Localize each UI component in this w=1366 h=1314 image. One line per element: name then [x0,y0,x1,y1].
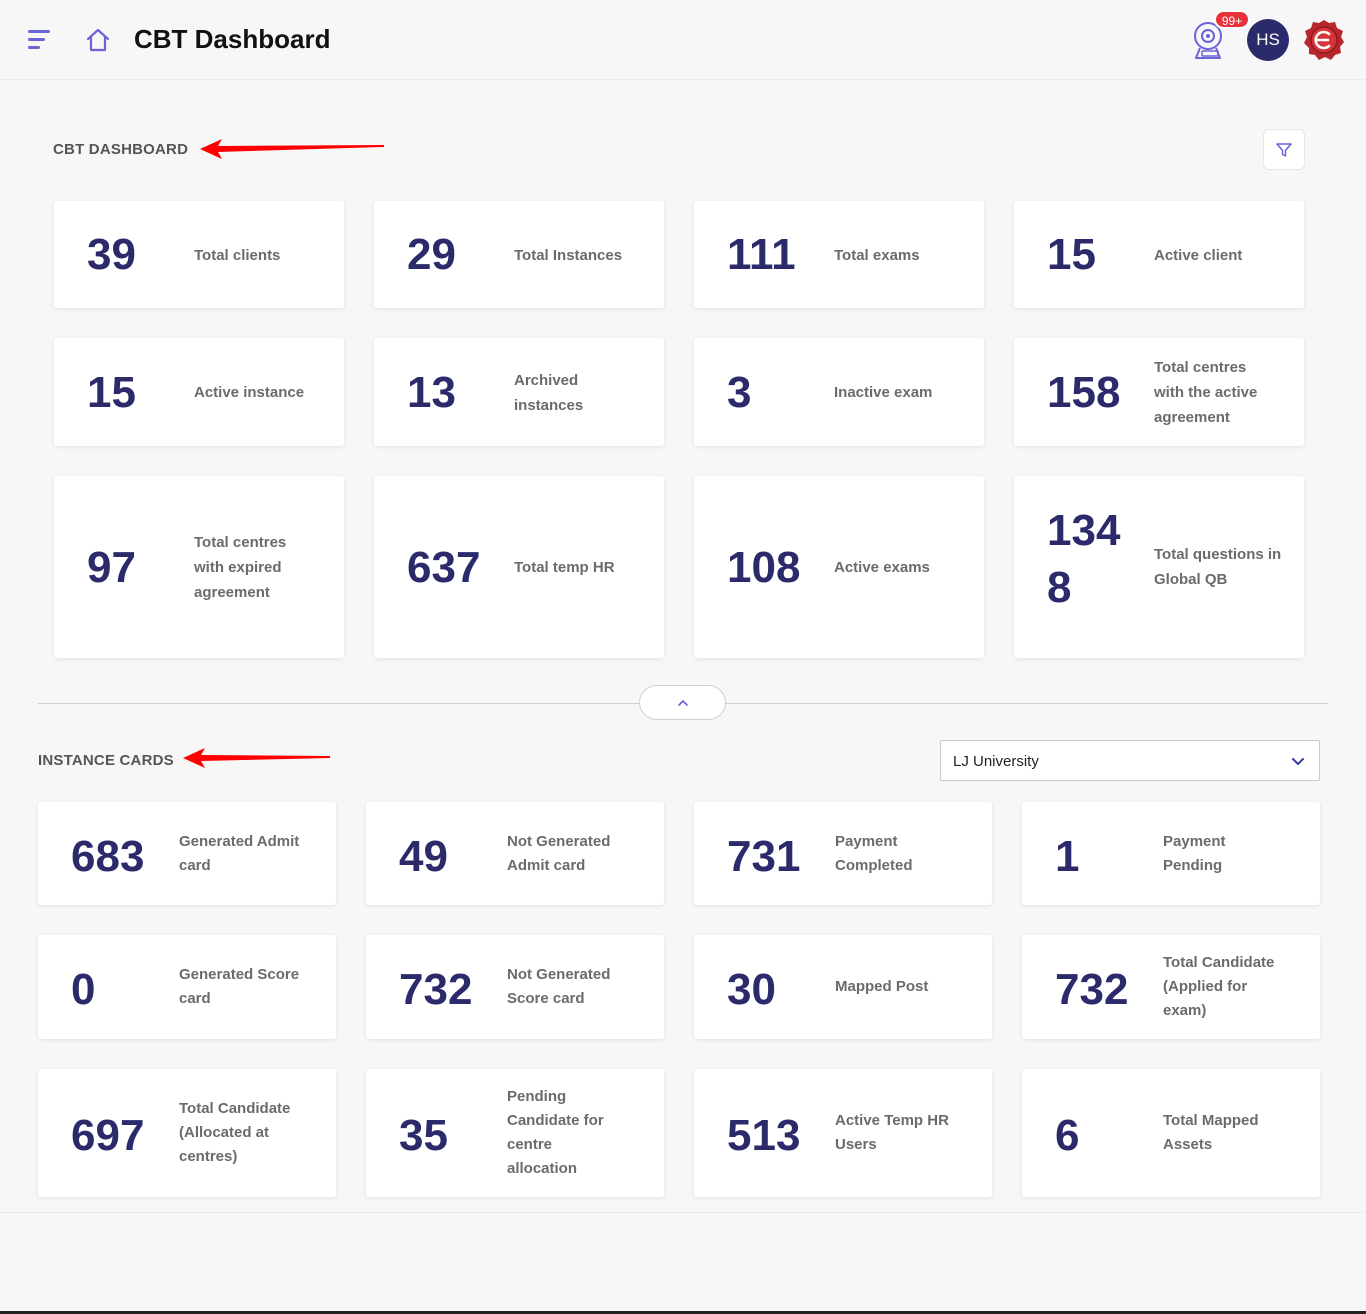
stat-label: Total centres with the active agreement [1154,359,1258,426]
stat-value: 637 [407,543,481,592]
stat-card-total-clients[interactable]: 39 Total clients [54,201,344,308]
instance-card-generated-admit-card[interactable]: 683 Generated Admit card [38,802,336,905]
stat-label: Payment Pending [1163,833,1226,874]
stat-value: 513 [727,1111,801,1160]
window-bottom-edge [0,1311,1366,1314]
stat-value: 1 [1055,832,1080,881]
stat-label: Total clients [194,247,281,264]
instance-select-value: LJ University [953,753,1039,770]
stat-value: 15 [87,368,136,417]
stat-label: Total questions in Global QB [1154,546,1282,588]
stat-label: Total Mapped Assets [1163,1112,1259,1153]
stat-card-centres-active-agreement[interactable]: 158 Total centres with the active agreem… [1014,338,1304,446]
stat-card-total-exams[interactable]: 111 Total exams [694,201,984,308]
stat-label: Pending Candidate for centre allocation [507,1088,604,1177]
instance-section-title: INSTANCE CARDS [38,752,174,769]
stat-label: Mapped Post [835,978,929,995]
instance-card-payment-pending[interactable]: 1 Payment Pending [1022,802,1320,905]
instance-select[interactable]: LJ University [940,740,1320,781]
webcam-icon[interactable] [1188,18,1232,62]
stat-value: 697 [71,1111,145,1160]
stat-value: 731 [727,832,801,881]
page-title: CBT Dashboard [134,24,331,54]
stat-card-total-instances[interactable]: 29 Total Instances [374,201,664,308]
instance-card-total-candidate-allocated[interactable]: 697 Total Candidate (Allocated at centre… [38,1069,336,1197]
collapse-button[interactable] [639,685,726,720]
chevron-up-icon [677,699,688,706]
stat-value: 30 [727,965,776,1014]
stat-value: 3 [727,368,752,417]
stat-label: Total Candidate (Applied for exam) [1163,954,1275,1019]
instance-card-total-mapped-assets[interactable]: 6 Total Mapped Assets [1022,1069,1320,1197]
stat-value: 6 [1055,1111,1080,1160]
notification-badge: 99+ [1214,10,1250,29]
stat-value: 732 [399,965,473,1014]
stat-label: Total Instances [514,247,623,264]
dashboard-section-title: CBT DASHBOARD [53,141,189,158]
annotation-arrow-icon [200,139,384,159]
stat-card-total-questions[interactable]: 1348 Total questions in Global QB [1014,476,1304,658]
stat-value: 1348 [1047,506,1121,612]
stat-label: Total centres with expired agreement [194,534,287,601]
stat-value: 35 [399,1111,448,1160]
stat-label: Active client [1154,247,1243,264]
stat-value: 158 [1047,368,1121,417]
stat-card-inactive-exam[interactable]: 3 Inactive exam [694,338,984,446]
stat-card-active-client[interactable]: 15 Active client [1014,201,1304,308]
stat-label: Payment Completed [835,833,913,874]
hamburger-icon[interactable] [28,28,54,54]
stat-label: Not Generated Admit card [507,833,611,874]
stat-value: 0 [71,965,96,1014]
stat-card-active-exams[interactable]: 108 Active exams [694,476,984,658]
stat-label: Generated Score card [179,966,300,1007]
stat-value: 49 [399,832,448,881]
chevron-down-icon [1292,758,1304,765]
stat-label: Total temp HR [514,559,615,576]
instance-card-mapped-post[interactable]: 30 Mapped Post [694,935,992,1039]
stat-card-centres-expired-agreement[interactable]: 97 Total centres with expired agreement [54,476,344,658]
stat-value: 108 [727,543,801,592]
instance-card-total-candidate-applied[interactable]: 732 Total Candidate (Applied for exam) [1022,935,1320,1039]
stat-label: Total exams [834,247,920,264]
stat-card-archived-instances[interactable]: 13 Archived instances [374,338,664,446]
instance-card-not-generated-score-card[interactable]: 732 Not Generated Score card [366,935,664,1039]
filter-button[interactable] [1263,129,1305,170]
stat-value: 111 [727,230,796,279]
stat-label: Total Candidate (Allocated at centres) [179,1100,291,1165]
stat-label: Active instance [194,384,305,401]
wax-seal-logo-icon [1302,18,1346,62]
stat-value: 29 [407,230,456,279]
stat-label: Inactive exam [834,384,933,401]
instance-card-payment-completed[interactable]: 731 Payment Completed [694,802,992,905]
stat-value: 39 [87,230,136,279]
stat-value: 683 [71,832,145,881]
stat-label: Generated Admit card [179,833,300,874]
stat-value: 97 [87,543,136,592]
stat-label: Archived instances [514,372,584,414]
top-header: CBT Dashboard 99+ HS [0,0,1366,80]
instance-card-pending-candidate-allocation[interactable]: 35 Pending Candidate for centre allocati… [366,1069,664,1197]
stat-value: 732 [1055,965,1129,1014]
instance-card-active-temp-hr-users[interactable]: 513 Active Temp HR Users [694,1069,992,1197]
instance-card-generated-score-card[interactable]: 0 Generated Score card [38,935,336,1039]
avatar[interactable]: HS [1247,19,1289,61]
stat-card-total-temp-hr[interactable]: 637 Total temp HR [374,476,664,658]
annotation-arrow-icon [183,748,330,768]
stat-value: 13 [407,368,456,417]
stat-card-active-instance[interactable]: 15 Active instance [54,338,344,446]
stat-value: 15 [1047,230,1096,279]
stat-label: Active exams [834,559,930,576]
home-icon[interactable] [84,26,112,54]
stat-label: Active Temp HR Users [835,1112,949,1153]
footer-divider [0,1212,1366,1213]
stat-label: Not Generated Score card [507,966,611,1007]
instance-card-not-generated-admit-card[interactable]: 49 Not Generated Admit card [366,802,664,905]
filter-icon [1276,142,1292,157]
